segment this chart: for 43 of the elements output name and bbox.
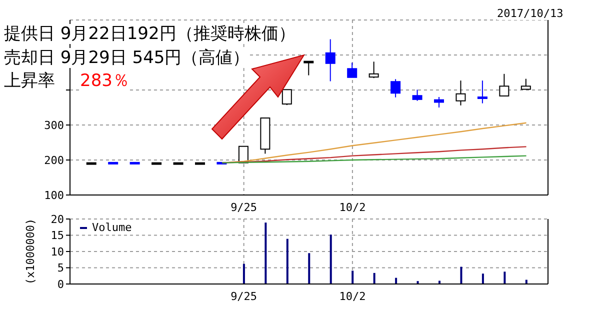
bar bbox=[395, 278, 398, 284]
y-axis-title: (x1000000) bbox=[24, 218, 37, 285]
candlestick bbox=[282, 89, 292, 106]
line-series bbox=[221, 155, 527, 164]
candlestick bbox=[368, 61, 379, 79]
y-tick-label: 100 bbox=[44, 188, 64, 202]
annotation: 2017/10/13 bbox=[497, 7, 564, 20]
candlestick bbox=[347, 62, 358, 78]
bar bbox=[242, 264, 245, 284]
annotation: 提供日 9月22日192円（推奨時株価） bbox=[4, 24, 296, 44]
bar bbox=[352, 270, 354, 284]
candlestick bbox=[390, 78, 401, 98]
bar bbox=[373, 272, 376, 284]
candlestick bbox=[434, 96, 444, 108]
bar bbox=[504, 272, 506, 284]
x-tick-label: 9/25 bbox=[230, 200, 258, 214]
candlestick bbox=[325, 38, 336, 82]
x-tick-label: 10/2 bbox=[339, 200, 366, 214]
bar bbox=[330, 234, 332, 284]
y-tick-label: 10 bbox=[50, 245, 64, 258]
text: 上昇率 bbox=[4, 71, 55, 92]
candlestick bbox=[304, 60, 314, 76]
annotation: 売却日 9月29日 545円（高値） bbox=[4, 48, 250, 68]
y-tick-label: 300 bbox=[44, 118, 64, 132]
y-tick-label: 200 bbox=[44, 154, 64, 167]
candlestick bbox=[499, 73, 510, 96]
y-tick-label: 0 bbox=[57, 278, 64, 291]
legend-label: Volume bbox=[92, 221, 132, 234]
candlestick bbox=[412, 89, 422, 102]
bar bbox=[308, 253, 310, 284]
annotation: 283％ bbox=[80, 71, 130, 92]
x-tick-label: 10/2 bbox=[339, 290, 366, 303]
candlestick bbox=[520, 78, 531, 90]
y-tick-label: 15 bbox=[50, 229, 64, 242]
bar bbox=[286, 238, 288, 284]
candlestick bbox=[456, 80, 466, 106]
y-tick-label: 5 bbox=[57, 262, 64, 275]
bar bbox=[460, 266, 462, 284]
x-tick-label: 9/25 bbox=[230, 290, 258, 303]
bar bbox=[264, 222, 267, 284]
bar bbox=[482, 274, 484, 284]
y-tick-label: 20 bbox=[50, 212, 64, 226]
candlestick bbox=[477, 80, 488, 104]
